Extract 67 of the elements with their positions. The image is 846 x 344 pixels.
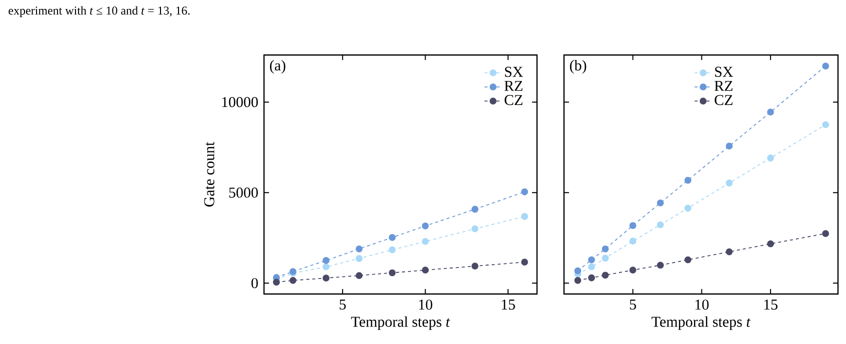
point [290,276,296,284]
legend-label: CZ [714,95,732,106]
point [684,204,692,212]
point [629,238,636,245]
text: experiment with t ≤ 10 and t = 13, 16. [8,6,190,18]
point [521,188,528,196]
point [602,245,609,252]
legend-label: SX [505,66,523,77]
point [521,258,528,266]
point [588,256,595,264]
x-axis-title: Temporal steps t [652,316,751,330]
point [322,274,330,282]
x-tick-label: 5 [630,300,636,310]
point [726,248,733,256]
point [656,221,664,228]
point [272,278,280,286]
point [602,254,609,262]
point [472,262,478,270]
point [684,256,692,264]
x-tick-label: 10 [696,300,709,310]
point [472,206,478,213]
point [574,276,582,284]
point [472,225,478,232]
point [822,230,830,237]
point [521,213,528,220]
point [422,222,429,230]
point [388,246,396,254]
point [822,121,830,128]
point [322,263,330,270]
chart-title: (b) [570,60,586,74]
point [629,266,636,274]
point [767,154,774,162]
x-tick-label: 5 [340,300,346,310]
x-tick-label: 10 [419,300,432,310]
chart-title: (a) [270,60,286,74]
y-tick-label: 5000 [229,188,258,198]
legend-label: CZ [504,95,522,106]
point [422,266,429,274]
point [388,234,396,241]
point [588,274,595,282]
point [656,199,664,206]
point [356,245,363,252]
legend-label: RZ [714,80,732,91]
point [388,269,396,276]
point [684,176,692,184]
legend-label: RZ [504,80,522,91]
point [422,238,429,245]
x-axis-title: Temporal steps t [351,316,450,330]
point [356,272,363,279]
point [602,272,609,279]
point [656,262,664,269]
point [726,142,733,150]
y-tick-label: 0 [251,278,258,288]
y-axis-title: Gate count [204,142,214,207]
point [767,108,774,116]
point [322,257,330,264]
x-tick-label: 15 [764,300,778,310]
x-tick-label: 15 [502,300,515,310]
point [822,62,830,70]
legend-label: SX [715,66,733,77]
y-tick-label: 10000 [222,97,258,108]
point [629,222,636,229]
point [588,263,595,270]
point [726,180,733,186]
point [767,240,774,248]
point [356,255,363,262]
point [574,267,582,274]
